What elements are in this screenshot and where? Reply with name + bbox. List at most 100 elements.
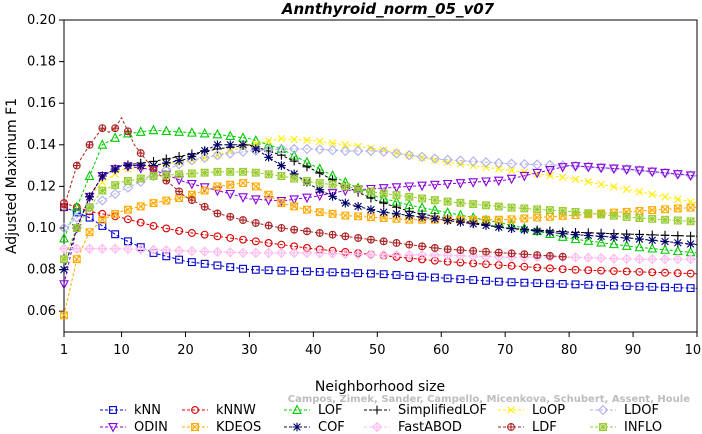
point-ldf xyxy=(60,203,68,212)
point-knnw xyxy=(213,232,222,241)
point-kdeos xyxy=(136,202,145,211)
x-tick-label: 20 xyxy=(177,343,194,358)
point-odin xyxy=(289,195,300,205)
point-ldf xyxy=(328,230,337,239)
point-inflo xyxy=(430,196,439,205)
point-cof xyxy=(468,219,478,229)
point-fastabod xyxy=(109,243,121,254)
point-cof xyxy=(430,214,440,224)
point-knn xyxy=(315,267,324,276)
point-ldof xyxy=(519,158,530,170)
point-knn xyxy=(622,282,631,290)
point-cof xyxy=(161,158,171,168)
point-lof xyxy=(660,244,670,254)
point-odin xyxy=(442,179,453,190)
point-cof xyxy=(635,234,644,244)
point-lof xyxy=(97,139,108,149)
point-odin xyxy=(238,193,248,203)
point-ldf xyxy=(187,196,196,204)
point-odin xyxy=(583,162,594,173)
point-knn xyxy=(443,274,452,283)
point-knnw xyxy=(558,265,567,274)
point-inflo xyxy=(661,215,669,224)
point-fastabod xyxy=(263,247,274,259)
point-inflo xyxy=(392,191,401,200)
point-inflo xyxy=(405,192,414,201)
point-knn xyxy=(571,280,580,289)
point-knn xyxy=(290,267,299,276)
legend-marker-kdeos xyxy=(191,423,199,431)
point-lof xyxy=(621,240,632,250)
point-fastabod xyxy=(212,246,223,258)
series-layer xyxy=(58,116,698,320)
point-inflo xyxy=(379,189,388,198)
point-fastabod xyxy=(161,245,172,256)
point-knn xyxy=(354,269,363,278)
point-fastabod xyxy=(199,246,210,257)
point-knn xyxy=(405,271,414,280)
point-cof xyxy=(238,140,248,150)
point-ldf xyxy=(354,234,363,242)
point-knnw xyxy=(545,264,554,273)
point-odin xyxy=(327,189,338,199)
point-inflo xyxy=(366,187,375,196)
point-loop xyxy=(635,188,644,196)
point-kdeos xyxy=(673,204,682,213)
point-knn xyxy=(72,208,81,217)
point-ldof xyxy=(404,150,415,161)
point-ldf xyxy=(482,247,490,256)
point-kdeos xyxy=(251,182,260,191)
point-ldof xyxy=(327,145,338,156)
point-ldf xyxy=(303,227,311,236)
series-loop xyxy=(60,134,698,263)
point-ldof xyxy=(289,143,300,155)
point-inflo xyxy=(226,167,235,176)
point-fastabod xyxy=(365,249,377,261)
point-fastabod xyxy=(340,248,351,260)
point-lof xyxy=(596,236,606,247)
point-loop xyxy=(252,139,260,148)
point-ldof xyxy=(378,146,389,158)
point-knnw xyxy=(200,230,209,239)
point-cof xyxy=(443,216,453,225)
series-knn xyxy=(60,203,698,293)
point-knnw xyxy=(162,224,171,233)
point-odin xyxy=(417,181,427,192)
point-knn xyxy=(277,266,286,275)
point-kdeos xyxy=(533,213,542,222)
point-fastabod xyxy=(135,244,146,255)
point-cof xyxy=(315,185,325,195)
point-knn xyxy=(226,263,235,272)
legend-marker-ldof xyxy=(597,404,609,416)
legend-marker-loop xyxy=(507,406,515,414)
legend-item-ldf: LDF xyxy=(498,420,557,434)
point-ldof xyxy=(71,212,82,223)
y-tick-label: 0.08 xyxy=(27,263,56,278)
point-kdeos xyxy=(686,203,695,212)
chart-title: Annthyroid_norm_05_v07 xyxy=(281,0,495,18)
point-lof xyxy=(186,127,197,137)
legend-marker-ldf xyxy=(507,423,515,431)
legend-label: ODIN xyxy=(134,420,168,434)
point-cof xyxy=(404,211,414,220)
point-ldf xyxy=(494,248,503,257)
point-lof xyxy=(608,238,619,249)
point-inflo xyxy=(251,168,260,177)
point-ldf xyxy=(392,239,401,247)
point-ldof xyxy=(416,151,428,163)
point-ldf xyxy=(533,251,542,259)
point-ldf xyxy=(72,161,81,170)
point-knn xyxy=(264,266,273,275)
point-fastabod xyxy=(122,243,134,255)
legend-label: COF xyxy=(318,420,345,434)
point-knn xyxy=(597,281,606,290)
point-kdeos xyxy=(661,205,669,214)
point-ldof xyxy=(340,145,351,157)
point-knn xyxy=(213,261,222,270)
legend-item-lof: LOF xyxy=(284,403,343,418)
point-lof xyxy=(110,132,121,142)
point-knnw xyxy=(507,261,516,270)
y-tick-label: 0.20 xyxy=(27,13,56,28)
point-inflo xyxy=(494,202,503,211)
point-ldf xyxy=(520,250,529,259)
